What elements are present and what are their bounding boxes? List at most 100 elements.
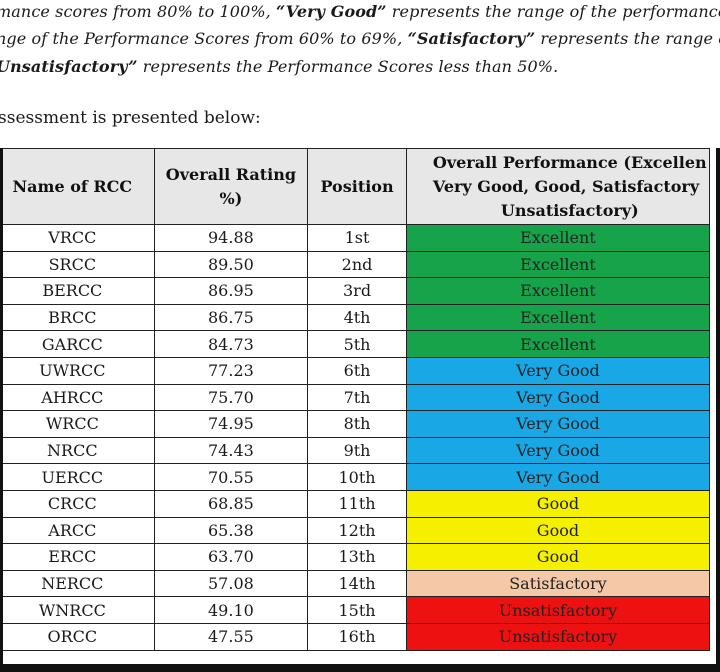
cell-performance: Excellent xyxy=(405,303,711,332)
cell-rating: 49.10 xyxy=(153,596,309,624)
header-performance: Overall Performance (Excellen Very Good,… xyxy=(405,148,711,225)
header-position: Position xyxy=(307,148,407,225)
table-row: UWRCC 77.23 6th Very Good xyxy=(0,356,711,385)
cell-name: WNRCC xyxy=(0,596,155,624)
cell-rating: 74.95 xyxy=(153,410,309,438)
table-header-row: Name of RCC Overall Rating %) Position O… xyxy=(0,148,711,225)
header-rating: Overall Rating %) xyxy=(153,148,309,225)
paragraph-line2-run-2: represents the range of xyxy=(535,29,720,48)
cell-position: 9th xyxy=(307,436,407,465)
table-row: UERCC 70.55 10th Very Good xyxy=(0,463,711,491)
table-row: WNRCC 49.10 15th Unsatisfactory xyxy=(0,596,711,624)
cell-position: 6th xyxy=(307,356,407,385)
rcc-performance-table: Name of RCC Overall Rating %) Position O… xyxy=(0,148,711,651)
paragraph-line2-run-0: nge of the Performance Scores from 60% t… xyxy=(0,29,408,48)
paragraph-line2-run-1: “Satisfactory” xyxy=(407,29,536,48)
cell-performance: Good xyxy=(405,489,711,518)
cell-name: SRCC xyxy=(0,250,155,279)
header-rating-line-1: Overall Rating xyxy=(165,164,297,184)
paragraph-line1-run-1: “Very Good” xyxy=(276,2,387,21)
cell-name: GARCC xyxy=(0,330,155,358)
header-performance-line-2: Very Good, Good, Satisfactory xyxy=(432,176,700,196)
cell-rating: 75.70 xyxy=(153,383,309,412)
cell-position: 10th xyxy=(307,463,407,491)
paragraph-line-3: Unsatisfactory” represents the Performan… xyxy=(0,57,720,76)
table-row: BRCC 86.75 4th Excellent xyxy=(0,303,711,332)
cell-name: BERCC xyxy=(0,277,155,305)
paragraph-line3-run-0: Unsatisfactory” xyxy=(0,57,138,76)
cell-position: 2nd xyxy=(307,250,407,279)
cell-performance: Very Good xyxy=(405,436,711,465)
cell-performance: Excellent xyxy=(405,224,711,252)
table-row: GARCC 84.73 5th Excellent xyxy=(0,330,711,358)
header-name: Name of RCC xyxy=(0,148,155,225)
cell-position: 11th xyxy=(307,489,407,518)
cell-name: ARCC xyxy=(0,516,155,545)
cell-name: NERCC xyxy=(0,569,155,598)
cell-name: NRCC xyxy=(0,436,155,465)
bottom-border xyxy=(0,664,720,672)
cell-position: 12th xyxy=(307,516,407,545)
cell-rating: 86.75 xyxy=(153,303,309,332)
table-row: VRCC 94.88 1st Excellent xyxy=(0,224,711,252)
header-performance-line-1: Overall Performance (Excellen xyxy=(432,152,707,172)
cell-performance: Good xyxy=(405,543,711,571)
cell-rating: 57.08 xyxy=(153,569,309,598)
cell-position: 14th xyxy=(307,569,407,598)
cell-position: 16th xyxy=(307,622,407,651)
right-border xyxy=(716,148,720,666)
cell-performance: Very Good xyxy=(405,383,711,412)
cell-performance: Excellent xyxy=(405,277,711,305)
cell-position: 4th xyxy=(307,303,407,332)
table-row: BERCC 86.95 3rd Excellent xyxy=(0,277,711,305)
table-row: ORCC 47.55 16th Unsatisfactory xyxy=(0,622,711,651)
cell-rating: 68.85 xyxy=(153,489,309,518)
cell-performance: Good xyxy=(405,516,711,545)
cell-performance: Unsatisfactory xyxy=(405,596,711,624)
paragraph-line-2: nge of the Performance Scores from 60% t… xyxy=(0,29,720,48)
cell-name: UWRCC xyxy=(0,356,155,385)
paragraph-line1-run-0: mance scores from 80% to 100%, xyxy=(0,2,277,21)
header-performance-line-3: Unsatisfactory) xyxy=(500,200,639,220)
cell-rating: 65.38 xyxy=(153,516,309,545)
table-row: CRCC 68.85 11th Good xyxy=(0,489,711,518)
table-row: ARCC 65.38 12th Good xyxy=(0,516,711,545)
cell-name: VRCC xyxy=(0,224,155,252)
cell-name: AHRCC xyxy=(0,383,155,412)
cell-name: ORCC xyxy=(0,622,155,651)
cell-performance: Very Good xyxy=(405,356,711,385)
table-intro-text: ssessment is presented below: xyxy=(0,108,261,128)
cell-performance: Excellent xyxy=(405,250,711,279)
cell-position: 7th xyxy=(307,383,407,412)
cell-rating: 89.50 xyxy=(153,250,309,279)
cell-performance: Satisfactory xyxy=(405,569,711,598)
paragraph-line3-run-1: represents the Performance Scores less t… xyxy=(137,57,559,76)
cell-rating: 94.88 xyxy=(153,224,309,252)
cell-performance: Excellent xyxy=(405,330,711,358)
cell-performance: Very Good xyxy=(405,410,711,438)
cell-performance: Very Good xyxy=(405,463,711,491)
cell-name: UERCC xyxy=(0,463,155,491)
paragraph-line-1: mance scores from 80% to 100%, “Very Goo… xyxy=(0,2,720,21)
table-row: ERCC 63.70 13th Good xyxy=(0,543,711,571)
cell-rating: 84.73 xyxy=(153,330,309,358)
cell-rating: 86.95 xyxy=(153,277,309,305)
cell-name: BRCC xyxy=(0,303,155,332)
cell-position: 13th xyxy=(307,543,407,571)
cell-position: 5th xyxy=(307,330,407,358)
table-row: NRCC 74.43 9th Very Good xyxy=(0,436,711,465)
table-row: SRCC 89.50 2nd Excellent xyxy=(0,250,711,279)
cell-performance: Unsatisfactory xyxy=(405,622,711,651)
cell-name: WRCC xyxy=(0,410,155,438)
cell-position: 8th xyxy=(307,410,407,438)
left-border xyxy=(0,148,3,666)
table-row: WRCC 74.95 8th Very Good xyxy=(0,410,711,438)
cell-position: 15th xyxy=(307,596,407,624)
cell-rating: 63.70 xyxy=(153,543,309,571)
cell-position: 3rd xyxy=(307,277,407,305)
cell-name: ERCC xyxy=(0,543,155,571)
cell-position: 1st xyxy=(307,224,407,252)
header-rating-line-2: %) xyxy=(219,188,243,208)
cell-rating: 70.55 xyxy=(153,463,309,491)
table-row: NERCC 57.08 14th Satisfactory xyxy=(0,569,711,598)
